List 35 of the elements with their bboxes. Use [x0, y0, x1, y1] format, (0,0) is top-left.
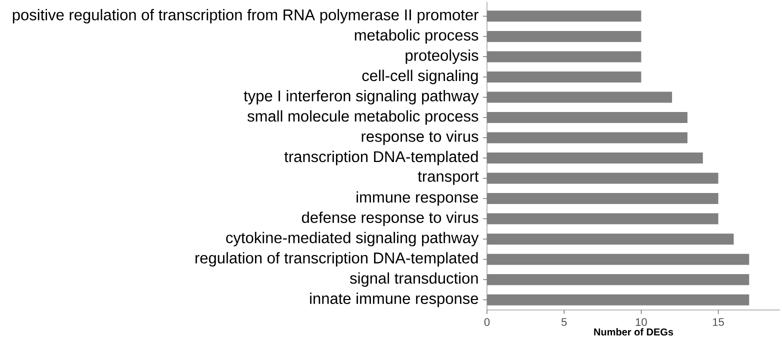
y-tick-label: immune response — [356, 191, 478, 206]
x-tick-label: 0 — [484, 318, 490, 326]
bar — [486, 234, 734, 245]
y-tick-label: response to virus — [362, 130, 478, 145]
bar — [486, 274, 750, 286]
y-tick-label: regulation of transcription DNA-templated — [196, 252, 478, 267]
y-tick-label: small molecule metabolic process — [247, 110, 478, 125]
x-tick-label: 10 — [636, 318, 647, 326]
y-tick-label: defense response to virus — [302, 212, 478, 226]
y-tick-label: innate immune response — [310, 292, 478, 308]
bar — [486, 71, 642, 82]
x-tick-label: 15 — [713, 318, 724, 326]
y-tick-label: cytokine-mediated signaling pathway — [226, 232, 479, 246]
bar — [486, 254, 750, 265]
bar — [486, 172, 718, 184]
bar — [486, 30, 642, 42]
bar — [486, 152, 703, 164]
y-tick-label: transcription DNA-templated — [284, 150, 478, 166]
y-tick-label: metabolic process — [354, 29, 478, 44]
bar — [486, 10, 642, 22]
bar — [486, 92, 672, 103]
x-axis-title: Number of DEGs — [594, 328, 674, 336]
bar — [486, 193, 718, 204]
y-tick-label: transport — [418, 172, 479, 185]
y-tick-label: cell-cell signaling — [362, 70, 478, 84]
bar — [486, 51, 642, 62]
x-tick-label: 5 — [561, 318, 567, 326]
y-tick-label: type I interferon signaling pathway — [244, 90, 479, 104]
bar — [486, 213, 718, 224]
bar — [486, 294, 750, 306]
y-tick-label: signal transduction — [350, 272, 478, 287]
y-tick-label: positive regulation of transcription from RNA polymerase II promoter — [12, 8, 478, 24]
y-tick-label: proteolysis — [406, 49, 478, 64]
bar — [486, 132, 688, 144]
bar — [486, 112, 688, 123]
